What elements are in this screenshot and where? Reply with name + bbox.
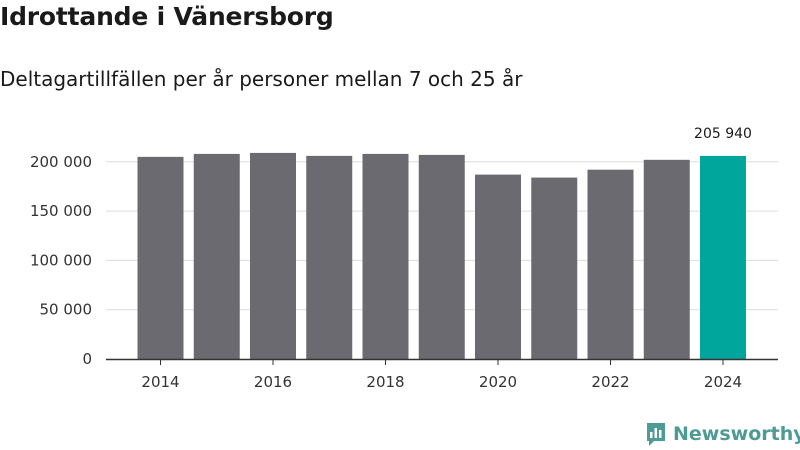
newsworthy-logo-icon (647, 423, 665, 446)
bar-2020 (475, 174, 521, 359)
bar-2014 (137, 156, 184, 359)
x-tick-label: 2014 (141, 373, 179, 391)
data-labels: 205 940 (694, 126, 752, 142)
y-tick-label: 50 000 (40, 301, 93, 319)
y-tick-label: 200 000 (30, 153, 92, 171)
bar-2016 (250, 152, 296, 359)
chart-title: Idrottande i Vänersborg (0, 2, 334, 31)
bar-2018 (362, 153, 409, 359)
bar-2019 (418, 154, 465, 359)
x-axis: 2014 2016 2018 2020 2022 2024 (106, 358, 778, 391)
brand-name: Newsworthy (673, 423, 800, 445)
bar-2017 (306, 155, 353, 359)
x-tick-label: 2022 (591, 373, 629, 391)
bar-2015 (193, 153, 240, 359)
brand-logo: Newsworthy (645, 420, 800, 448)
y-axis: 0 50 000 100 000 150 000 200 000 (30, 153, 92, 368)
y-tick-label: 100 000 (30, 251, 92, 269)
y-tick-label: 150 000 (30, 202, 92, 220)
bar-2021 (531, 177, 578, 359)
highlight-value-label: 205 940 (694, 126, 752, 142)
bar-2024 (700, 155, 746, 359)
bars (137, 152, 746, 359)
y-tick-label: 0 (82, 350, 92, 368)
x-tick-label: 2020 (479, 373, 517, 391)
chart-subtitle: Deltagartillfällen per år personer mella… (0, 67, 523, 91)
bar-2023 (643, 159, 690, 359)
x-tick-label: 2016 (254, 373, 292, 391)
x-tick-label: 2018 (366, 373, 404, 391)
bar-2022 (587, 169, 634, 359)
x-tick-label: 2024 (704, 373, 742, 391)
